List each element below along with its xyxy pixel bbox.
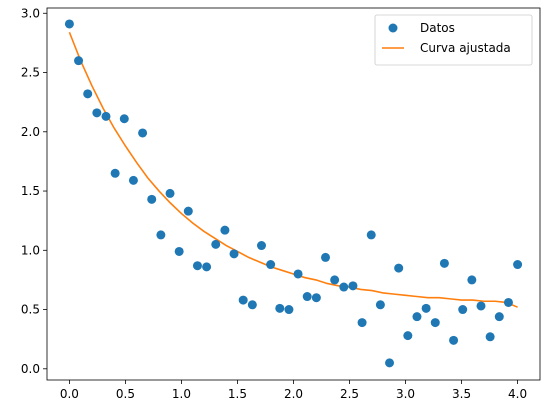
data-point: [192, 261, 202, 271]
data-point: [174, 246, 184, 256]
x-tick-label: 3.5: [452, 387, 471, 401]
y-tick-label: 2.5: [21, 66, 40, 80]
data-point: [211, 239, 221, 249]
data-point: [74, 56, 84, 66]
legend: Datos Curva ajustada: [374, 14, 533, 66]
data-point: [330, 275, 340, 285]
data-point: [165, 188, 175, 198]
data-point: [128, 175, 138, 185]
data-point: [348, 281, 358, 291]
legend-marker-datos: [388, 23, 398, 33]
data-point: [467, 275, 477, 285]
data-point: [494, 312, 504, 322]
data-point: [183, 206, 193, 216]
data-point: [238, 295, 248, 305]
data-point: [375, 300, 385, 310]
data-point: [110, 168, 120, 178]
x-tick-label: 0.0: [60, 387, 79, 401]
data-point: [101, 111, 111, 121]
data-point: [302, 292, 312, 302]
data-point: [485, 332, 495, 342]
data-point: [403, 331, 413, 341]
fitted-curve-line: [68, 31, 518, 308]
x-tick-label: 3.0: [396, 387, 415, 401]
data-point: [119, 114, 129, 124]
data-point: [83, 89, 93, 99]
data-point: [275, 303, 285, 313]
y-tick-label: 1.0: [21, 243, 40, 257]
data-point: [266, 260, 276, 270]
data-point: [430, 318, 440, 328]
data-point: [229, 249, 239, 259]
x-tick-label: 2.5: [340, 387, 359, 401]
data-point: [202, 262, 212, 272]
data-point: [366, 230, 376, 240]
x-tick-label: 2.0: [284, 387, 303, 401]
data-point: [321, 252, 331, 262]
data-point: [247, 300, 257, 310]
data-point: [412, 312, 422, 322]
x-tick-label: 1.0: [172, 387, 191, 401]
y-axis: 0.0 0.5 1.0 1.5 2.0 2.5 3.0: [21, 6, 47, 376]
data-point: [394, 263, 404, 273]
data-point: [156, 230, 166, 240]
data-point: [311, 293, 321, 303]
y-tick-label: 2.0: [21, 125, 40, 139]
x-tick-label: 0.5: [116, 387, 135, 401]
data-point: [256, 241, 266, 251]
x-tick-label: 4.0: [508, 387, 527, 401]
data-point: [476, 301, 486, 311]
data-point: [339, 282, 349, 292]
legend-label-curva-ajustada: Curva ajustada: [420, 41, 511, 55]
data-point: [385, 358, 395, 368]
data-point: [138, 128, 148, 138]
plot-content: [64, 19, 523, 368]
data-point: [458, 305, 468, 315]
data-point: [147, 194, 157, 204]
data-point: [513, 260, 523, 270]
data-point: [421, 303, 431, 313]
legend-label-datos: Datos: [420, 21, 455, 35]
y-tick-label: 1.5: [21, 184, 40, 198]
data-point: [293, 269, 303, 279]
legend-box: [374, 14, 533, 66]
data-point: [92, 108, 102, 118]
y-tick-label: 0.0: [21, 362, 40, 376]
data-point: [284, 305, 294, 315]
data-point: [64, 19, 74, 29]
data-point: [220, 225, 230, 235]
data-point: [449, 335, 459, 345]
y-tick-label: 0.5: [21, 303, 40, 317]
data-point: [439, 258, 449, 268]
x-axis: 0.0 0.5 1.0 1.5 2.0 2.5 3.0 3.5 4.0: [60, 380, 527, 401]
data-point: [503, 297, 513, 307]
y-tick-label: 3.0: [21, 6, 40, 20]
x-tick-label: 1.5: [228, 387, 247, 401]
data-point: [357, 318, 367, 328]
